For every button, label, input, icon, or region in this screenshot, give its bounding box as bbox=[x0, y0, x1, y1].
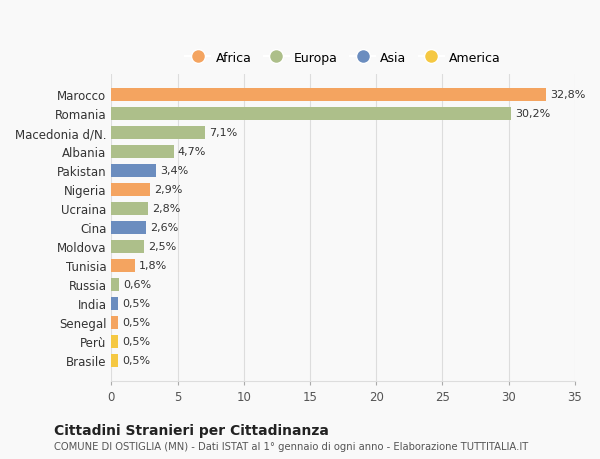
Text: 0,5%: 0,5% bbox=[122, 337, 150, 347]
Text: COMUNE DI OSTIGLIA (MN) - Dati ISTAT al 1° gennaio di ogni anno - Elaborazione T: COMUNE DI OSTIGLIA (MN) - Dati ISTAT al … bbox=[54, 441, 528, 451]
Bar bbox=[112, 165, 157, 177]
Text: 2,8%: 2,8% bbox=[152, 204, 181, 214]
Text: 4,7%: 4,7% bbox=[178, 147, 206, 157]
Text: 3,4%: 3,4% bbox=[160, 166, 188, 176]
Bar bbox=[112, 222, 146, 234]
Text: 0,5%: 0,5% bbox=[122, 356, 150, 366]
Bar bbox=[112, 146, 173, 158]
Text: 2,6%: 2,6% bbox=[150, 223, 178, 233]
Text: 0,6%: 0,6% bbox=[123, 280, 151, 290]
Bar bbox=[112, 260, 135, 272]
Text: 32,8%: 32,8% bbox=[550, 90, 585, 100]
Text: 0,5%: 0,5% bbox=[122, 299, 150, 309]
Text: 2,9%: 2,9% bbox=[154, 185, 182, 195]
Text: 1,8%: 1,8% bbox=[139, 261, 167, 271]
Bar bbox=[112, 127, 205, 139]
Bar bbox=[112, 297, 118, 310]
Bar bbox=[112, 241, 145, 253]
Bar bbox=[112, 317, 118, 329]
Text: 0,5%: 0,5% bbox=[122, 318, 150, 328]
Bar bbox=[112, 184, 150, 196]
Text: 7,1%: 7,1% bbox=[209, 128, 238, 138]
Bar bbox=[112, 336, 118, 348]
Legend: Africa, Europa, Asia, America: Africa, Europa, Asia, America bbox=[182, 48, 505, 68]
Bar bbox=[112, 203, 148, 215]
Text: Cittadini Stranieri per Cittadinanza: Cittadini Stranieri per Cittadinanza bbox=[54, 423, 329, 437]
Bar bbox=[112, 89, 546, 101]
Bar bbox=[112, 108, 511, 120]
Text: 30,2%: 30,2% bbox=[515, 109, 551, 119]
Bar bbox=[112, 279, 119, 291]
Bar bbox=[112, 354, 118, 367]
Text: 2,5%: 2,5% bbox=[148, 242, 176, 252]
